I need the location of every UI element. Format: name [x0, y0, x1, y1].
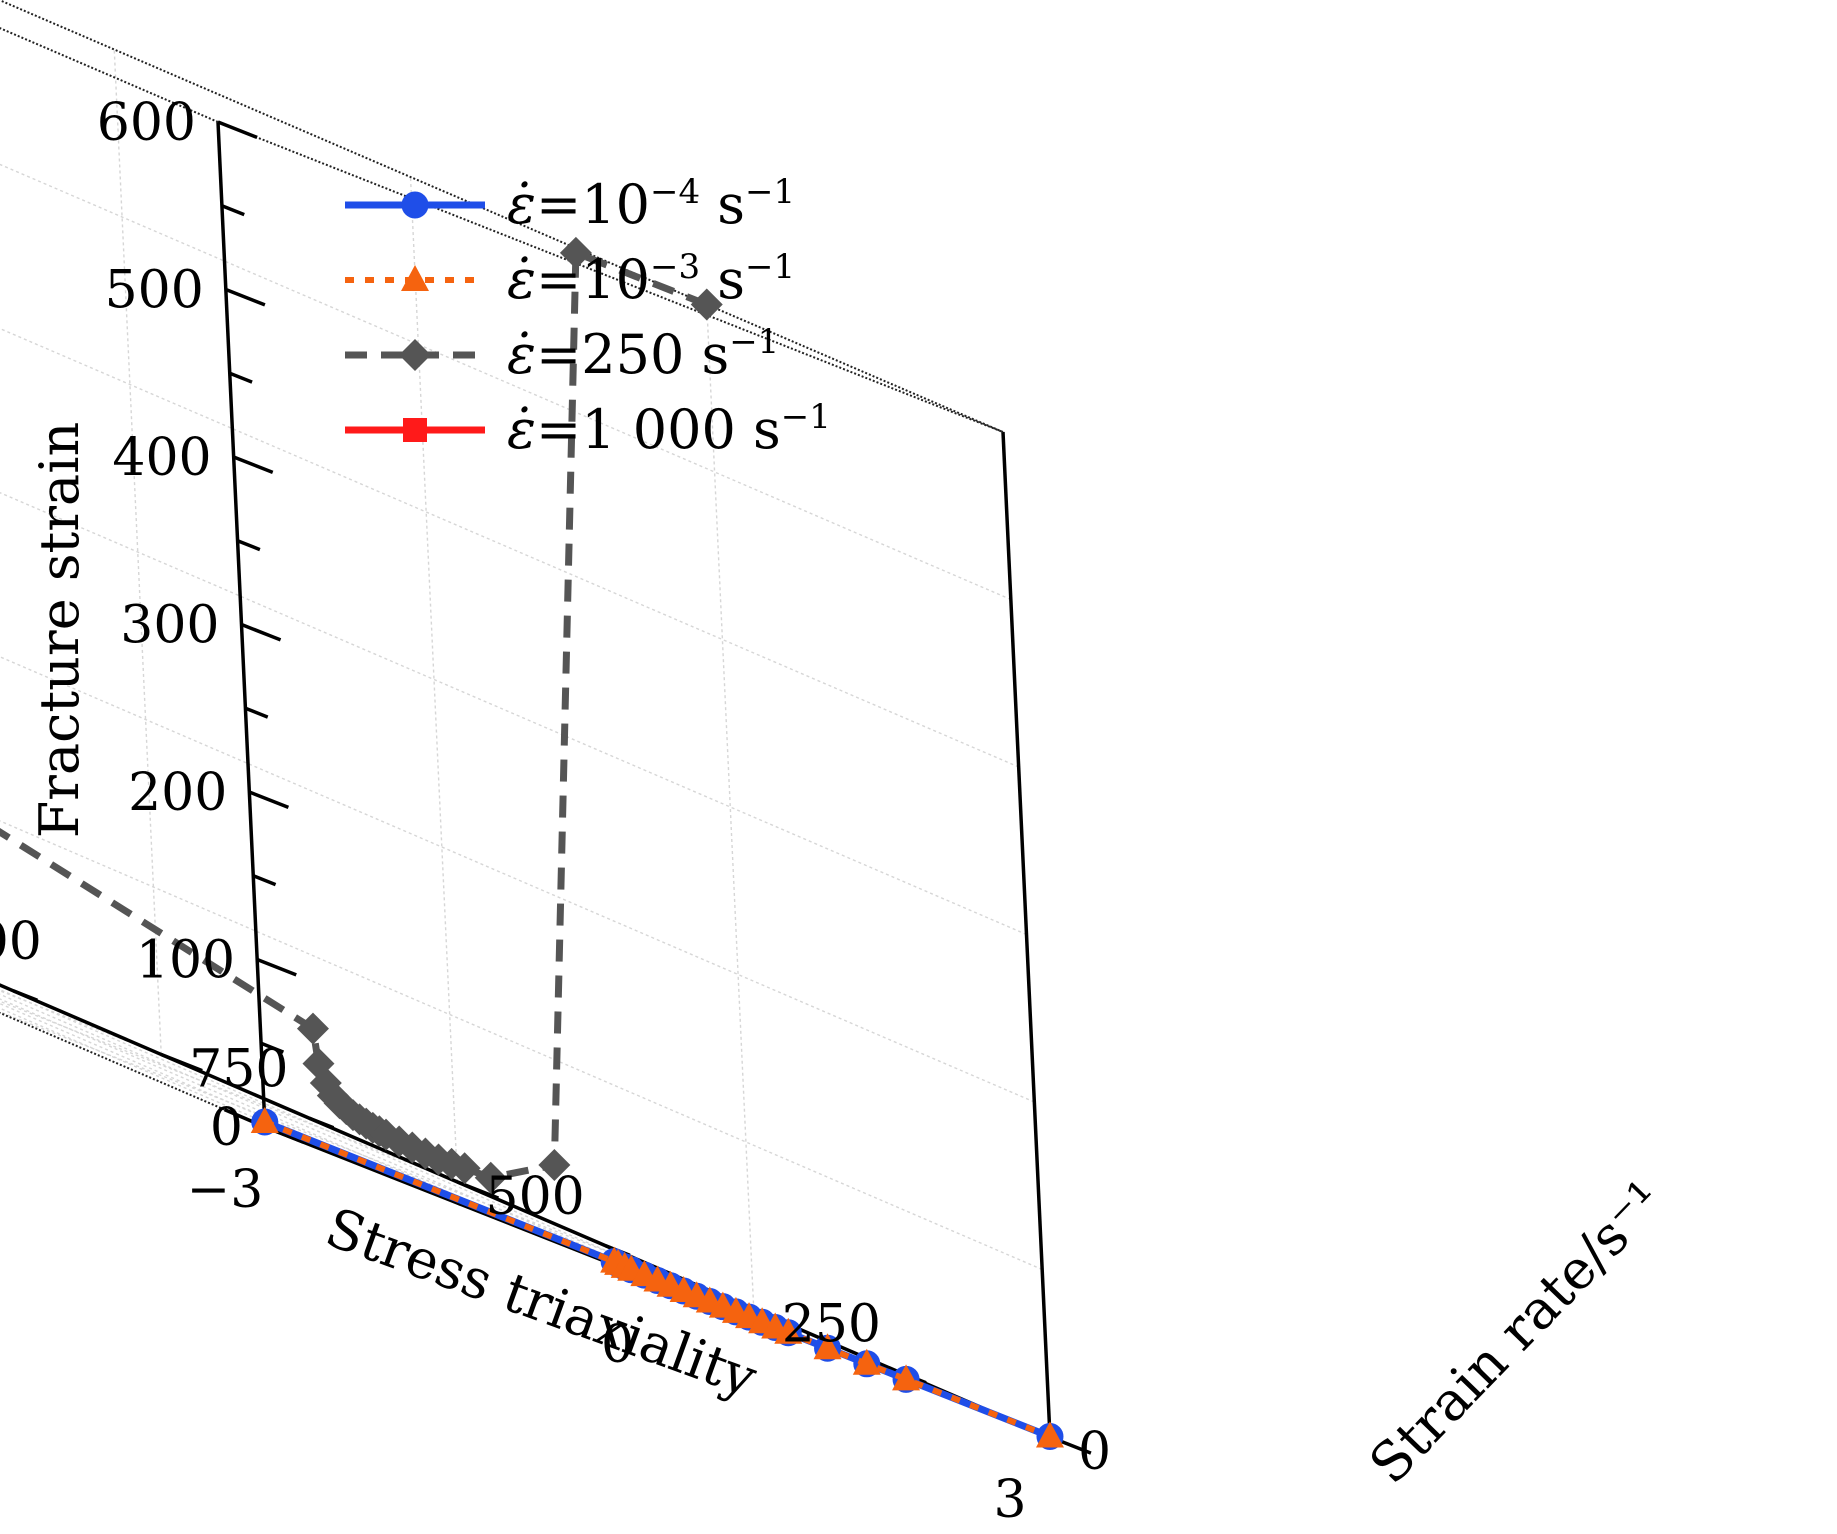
z-tick	[240, 622, 282, 642]
grid-line	[409, 176, 459, 1183]
grid-line	[0, 163, 1012, 601]
y-tick-label: 500	[486, 1167, 585, 1227]
grid-line	[0, 491, 1027, 936]
z-tick	[248, 790, 290, 810]
data-point	[774, 1317, 803, 1344]
z-tick-label: 0	[210, 1098, 243, 1158]
legend-label: ε̇=250 s−1	[507, 322, 779, 386]
legend-marker	[403, 418, 427, 442]
legend-item-3: ε̇=250 s−1	[345, 322, 779, 386]
z-tick-label: 400	[112, 428, 211, 488]
z-tick	[260, 1041, 285, 1054]
data-point	[296, 1012, 329, 1045]
y-tick-label: 250	[782, 1295, 881, 1355]
box-edge	[1001, 431, 1052, 1438]
legend-item-4: ε̇=1 000 s−1	[345, 397, 831, 461]
series-3	[0, 236, 723, 1194]
z-tick-label: 300	[120, 596, 219, 656]
legend-marker	[399, 339, 431, 371]
z-tick	[256, 957, 297, 977]
y-axis-title: Strain rate/s⁻¹	[1357, 1169, 1676, 1496]
x-tick-label: 3	[993, 1470, 1026, 1529]
data-point	[448, 1152, 481, 1185]
grid-line	[0, 327, 1019, 768]
legend-marker	[401, 265, 429, 291]
legend-marker	[401, 191, 429, 219]
data-point	[892, 1364, 921, 1391]
z-tick-label: 600	[97, 93, 196, 153]
z-tick	[244, 706, 269, 719]
z-tick	[233, 455, 274, 475]
legend-item-2: ε̇=10−3 s−1	[345, 247, 795, 311]
y-tick-label: 1 000	[0, 912, 42, 972]
y-tick	[160, 1052, 203, 1073]
y-tick-label: 0	[1078, 1422, 1111, 1482]
z-tick-label: 100	[136, 931, 235, 991]
data-point	[250, 1106, 279, 1133]
z-tick	[252, 874, 277, 887]
legend: ε̇=10−4 s−1 ε̇=10−3 s−1 ε̇=250 s−1 ε̇=1 000…	[345, 172, 831, 461]
legend-label: ε̇=10−3 s−1	[507, 247, 795, 311]
legend-label: ε̇=10−4 s−1	[507, 172, 795, 236]
z-tick	[236, 539, 261, 552]
z-axis-title: Fracture strain	[28, 422, 91, 839]
y-tick-label: 750	[189, 1040, 288, 1100]
x-tick-label: 0	[601, 1315, 634, 1375]
data-point	[538, 1149, 571, 1181]
legend-label: ε̇=1 000 s−1	[507, 397, 831, 461]
z-tick-label: 200	[128, 763, 227, 823]
y-tick	[308, 1116, 335, 1130]
z-tick	[217, 120, 258, 140]
y-tick	[12, 989, 38, 1002]
grid-line	[0, 820, 1043, 1271]
grid-line	[0, 1000, 458, 1183]
grid-line	[0, 656, 1035, 1103]
legend-item-1: ε̇=10−4 s−1	[345, 172, 795, 236]
box-edge	[217, 121, 1004, 433]
data-point	[690, 288, 723, 321]
z-tick	[229, 371, 253, 384]
series-group	[0, 236, 1064, 1450]
data-point	[474, 1161, 507, 1194]
z-tick-label: 500	[105, 261, 204, 321]
data-point	[559, 236, 592, 269]
box-edge	[0, 0, 1004, 433]
z-tick	[221, 204, 245, 217]
z-tick	[225, 287, 266, 307]
series-line	[0, 249, 709, 1182]
data-point	[1035, 1421, 1064, 1448]
grid-line	[0, 990, 162, 1056]
data-point	[852, 1348, 881, 1375]
x-tick-label: −3	[187, 1160, 264, 1220]
series-2	[250, 1106, 1064, 1448]
data-point	[813, 1333, 842, 1360]
y-tick	[456, 1180, 500, 1200]
